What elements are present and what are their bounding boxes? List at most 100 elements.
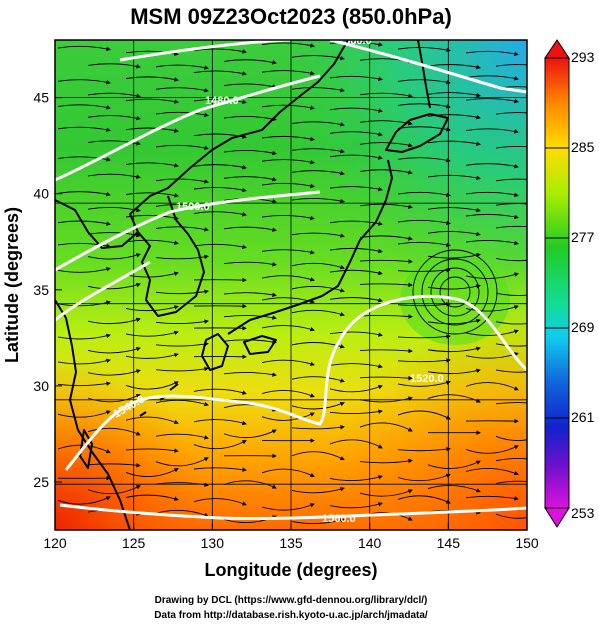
streamline: [465, 305, 519, 312]
streamline: [495, 203, 527, 206]
colorbar-tick: 269: [571, 319, 595, 335]
streamline: [87, 282, 141, 290]
streamline: [291, 148, 345, 154]
streamline: [155, 433, 209, 440]
streamline: [125, 381, 179, 390]
streamline: [427, 284, 481, 290]
streamline: [57, 79, 111, 85]
streamline: [291, 55, 345, 61]
streamline: [359, 458, 413, 464]
streamline: [193, 467, 247, 472]
streamline: [223, 115, 277, 122]
streamline: [359, 92, 413, 98]
y-tick-label: 35: [33, 282, 49, 298]
streamline: [397, 157, 451, 163]
streamline: [125, 352, 179, 359]
streamline: [427, 174, 481, 181]
streamline: [125, 127, 179, 133]
streamline: [261, 359, 315, 366]
coastline-shikoku: [243, 335, 277, 355]
streamline: [87, 485, 141, 495]
streamline: [359, 235, 413, 241]
contour-line: [59, 503, 527, 521]
streamline: [291, 376, 345, 383]
streamline: [155, 144, 209, 151]
streamline: [359, 259, 413, 264]
streamline: [329, 385, 383, 393]
contour-line: [55, 260, 151, 322]
streamline: [495, 402, 527, 405]
streamline: [397, 46, 451, 53]
streamline: [329, 247, 383, 254]
streamline: [291, 342, 345, 349]
streamline: [261, 468, 315, 477]
figure-title: MSM 09Z23Oct2023 (850.0hPa): [130, 4, 452, 29]
streamline: [495, 145, 527, 149]
streamline: [57, 45, 111, 52]
streamline: [223, 292, 277, 297]
streamline: [329, 297, 383, 303]
streamline: [155, 254, 209, 260]
streamline: [495, 257, 527, 262]
streamline: [495, 112, 527, 115]
streamline: [397, 126, 451, 132]
streamline: [465, 50, 519, 57]
colorbar: 293 285 277 269 261 253: [544, 39, 595, 528]
colorbar-tick: 293: [571, 49, 595, 65]
streamline: [359, 169, 413, 175]
streamline: [87, 394, 141, 403]
streamline: [57, 496, 111, 505]
streamline: [155, 204, 209, 210]
streamline: [155, 178, 209, 184]
streamline: [329, 186, 383, 192]
streamline: [495, 225, 527, 229]
streamline: [495, 480, 527, 484]
streamline: [261, 182, 315, 189]
streamline: [291, 197, 345, 204]
contour-label: 1520.0: [410, 373, 444, 385]
streamline: [465, 329, 519, 336]
streamline: [359, 422, 413, 432]
streamline: [87, 173, 141, 179]
colorbar-bottom-triangle: [544, 507, 570, 528]
streamline: [87, 369, 141, 376]
streamline: [223, 480, 277, 489]
streamline: [465, 128, 519, 134]
contour-labels: 1560.0 1540.0 1520.0 1500.0 1480.0 1560.…: [112, 40, 444, 525]
y-axis-label: Latitude (degrees): [2, 207, 22, 363]
streamline: [57, 191, 111, 197]
streamline: [155, 457, 209, 467]
streamline: [261, 70, 315, 76]
streamline: [193, 498, 247, 506]
streamline: [223, 226, 277, 232]
streamline: [193, 388, 247, 395]
coastline-kyushu: [201, 333, 229, 371]
axis-ticks: 120 125 130 135 140 145 150 25 30 35 40 45: [33, 90, 538, 551]
streamline: [465, 382, 519, 391]
streamline: [397, 380, 451, 387]
streamline: [57, 126, 111, 132]
streamline: [397, 302, 451, 307]
streamline: [465, 272, 519, 279]
streamline: [155, 399, 209, 407]
streamline: [291, 170, 345, 176]
streamline: [427, 394, 481, 403]
streamline: [261, 412, 315, 421]
streamline: [57, 267, 111, 273]
streamline: [291, 262, 345, 270]
streamline: [125, 162, 179, 168]
streamline: [155, 319, 209, 324]
cyclone-streamline: [430, 267, 480, 317]
streamline: [359, 396, 413, 403]
streamline: [193, 98, 247, 104]
streamline: [125, 494, 179, 501]
credit-data: Data from http://database.rish.kyoto-u.a…: [154, 610, 428, 621]
streamline: [261, 42, 315, 48]
height-contours: [55, 40, 527, 521]
streamline: [193, 133, 247, 139]
streamline: [261, 503, 315, 511]
streamline: [125, 239, 179, 245]
streamline: [261, 159, 315, 165]
streamline: [329, 269, 383, 276]
streamline: [397, 103, 451, 109]
